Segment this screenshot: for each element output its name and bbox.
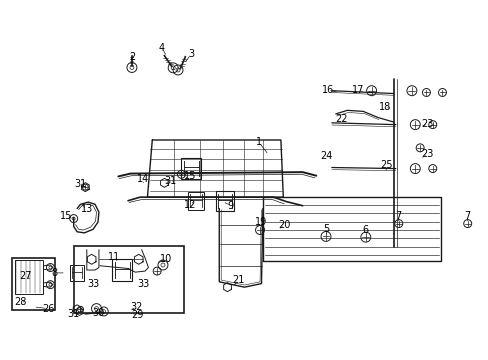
Text: 10: 10 (160, 253, 172, 264)
Text: 11: 11 (108, 252, 121, 262)
Text: 6: 6 (362, 225, 368, 235)
Text: 21: 21 (232, 275, 244, 285)
Bar (181, 158, 201, 180)
Text: 20: 20 (278, 220, 290, 230)
Bar (15, 260, 42, 294)
Text: 28: 28 (14, 297, 26, 307)
Text: 3: 3 (188, 49, 194, 59)
Text: 4: 4 (159, 43, 165, 53)
Text: 18: 18 (378, 102, 390, 112)
Text: 17: 17 (352, 85, 364, 95)
Text: 31: 31 (67, 309, 80, 319)
Bar (74, 246, 184, 313)
Text: 31: 31 (74, 179, 86, 189)
Text: 8: 8 (51, 268, 57, 278)
Text: 19: 19 (255, 217, 267, 227)
Text: 30: 30 (92, 308, 104, 318)
Text: 14: 14 (137, 174, 149, 184)
Text: 23: 23 (421, 149, 433, 159)
Text: 33: 33 (87, 279, 99, 289)
Text: 5: 5 (322, 224, 328, 234)
Bar (188, 192, 203, 210)
Text: 26: 26 (41, 303, 54, 314)
Text: 24: 24 (319, 151, 331, 161)
Bar (112, 259, 132, 281)
Text: 13: 13 (81, 204, 93, 214)
Text: 15: 15 (60, 211, 72, 221)
Text: 9: 9 (227, 201, 233, 211)
Text: 7: 7 (395, 211, 401, 221)
Text: 22: 22 (335, 114, 347, 124)
Text: 29: 29 (131, 310, 143, 320)
Text: 2: 2 (128, 52, 135, 62)
Text: 23: 23 (421, 118, 433, 129)
Text: 25: 25 (379, 160, 392, 170)
Bar (12, 258, 55, 310)
Bar (216, 191, 234, 211)
Text: 16: 16 (321, 85, 333, 95)
Text: 12: 12 (183, 200, 196, 210)
Text: 32: 32 (130, 302, 142, 312)
Text: 27: 27 (19, 271, 31, 282)
Bar (70, 265, 84, 281)
Text: 7: 7 (464, 211, 470, 221)
Text: 1: 1 (256, 138, 262, 148)
Text: 33: 33 (137, 279, 149, 289)
Text: 15: 15 (183, 171, 196, 181)
Text: 31: 31 (164, 176, 177, 186)
